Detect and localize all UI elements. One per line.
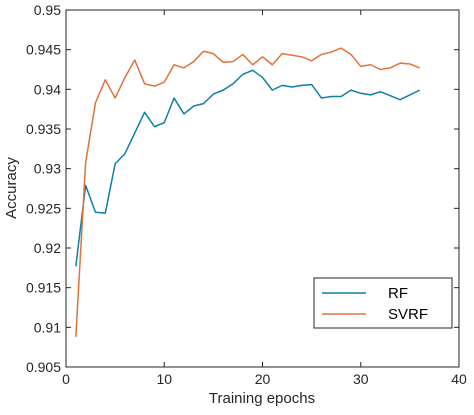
data-point [340,47,342,49]
data-point [251,69,253,71]
data-point [379,91,381,93]
y-axis-title: Accuracy [3,157,20,219]
y-tick-label: 0.925 [26,200,61,216]
data-point [419,67,421,69]
data-point [379,68,381,70]
data-point [104,212,106,214]
data-point [173,64,175,66]
data-point [134,132,136,134]
y-tick-label: 0.905 [26,359,61,375]
data-point [163,121,165,123]
data-point [212,93,214,95]
data-point [143,83,145,85]
data-point [399,98,401,100]
data-point [114,163,116,165]
legend-box [313,277,453,329]
x-tick-label: 20 [255,371,271,387]
data-point [202,102,204,104]
data-point [261,56,263,58]
data-point [301,56,303,58]
data-point [183,113,185,115]
data-point [222,61,224,63]
data-point [360,65,362,67]
series-svrf [75,47,421,338]
y-tick-label: 0.92 [34,240,61,256]
y-tick-label: 0.94 [34,81,61,97]
data-point [193,60,195,62]
data-point [232,83,234,85]
data-point [419,89,421,91]
data-point [340,95,342,97]
data-point [94,211,96,213]
data-point [222,89,224,91]
data-point [143,111,145,113]
legend-label-svrf: SVRF [388,306,428,323]
data-point [153,125,155,127]
data-point [350,53,352,55]
data-point [360,92,362,94]
series-line-rf [75,69,421,267]
data-point [271,89,273,91]
data-point [251,64,253,66]
data-point [94,102,96,104]
data-point [291,54,293,56]
series-layer [75,47,421,338]
data-point [369,64,371,66]
x-axis-title: Training epochs [209,390,315,407]
data-point [84,161,86,163]
data-point [75,265,77,267]
data-point [409,94,411,96]
data-point [183,67,185,69]
data-point [310,83,312,85]
axis-ticks: 0 10 20 30 40 0.905 0.91 0.915 0.92 0.925 0.93 0.93… [26,2,467,387]
y-tick-label: 0.93 [34,161,61,177]
data-point [330,95,332,97]
data-point [261,76,263,78]
x-tick-label: 10 [156,371,172,387]
data-point [389,94,391,96]
y-tick-label: 0.915 [26,280,61,296]
data-point [310,60,312,62]
data-point [114,97,116,99]
legend: RF SVRF [313,277,453,329]
data-point [320,97,322,99]
data-point [134,59,136,61]
series-rf [75,69,421,267]
data-point [242,53,244,55]
y-tick-label: 0.935 [26,121,61,137]
data-point [399,62,401,64]
data-point [330,51,332,53]
data-point [281,52,283,54]
data-point [124,76,126,78]
data-point [301,84,303,86]
data-point [232,60,234,62]
x-tick-label: 0 [62,371,70,387]
data-point [291,86,293,88]
y-tick-label: 0.91 [34,319,61,335]
data-point [369,94,371,96]
data-point [193,105,195,107]
data-point [271,64,273,66]
data-point [389,67,391,69]
data-point [409,63,411,65]
series-line-svrf [75,47,420,337]
data-point [104,79,106,81]
data-point [173,97,175,99]
x-tick-label: 40 [451,371,467,387]
data-point [281,84,283,86]
legend-label-rf: RF [388,285,408,302]
x-tick-label: 30 [353,371,369,387]
y-tick-label: 0.95 [34,2,61,18]
data-point [124,152,126,154]
data-point [153,85,155,87]
data-point [350,89,352,91]
data-point [242,73,244,75]
y-tick-label: 0.945 [26,42,61,58]
data-point [212,52,214,54]
data-point [202,50,204,52]
data-point [75,336,77,338]
data-point [320,53,322,55]
data-point [163,81,165,83]
